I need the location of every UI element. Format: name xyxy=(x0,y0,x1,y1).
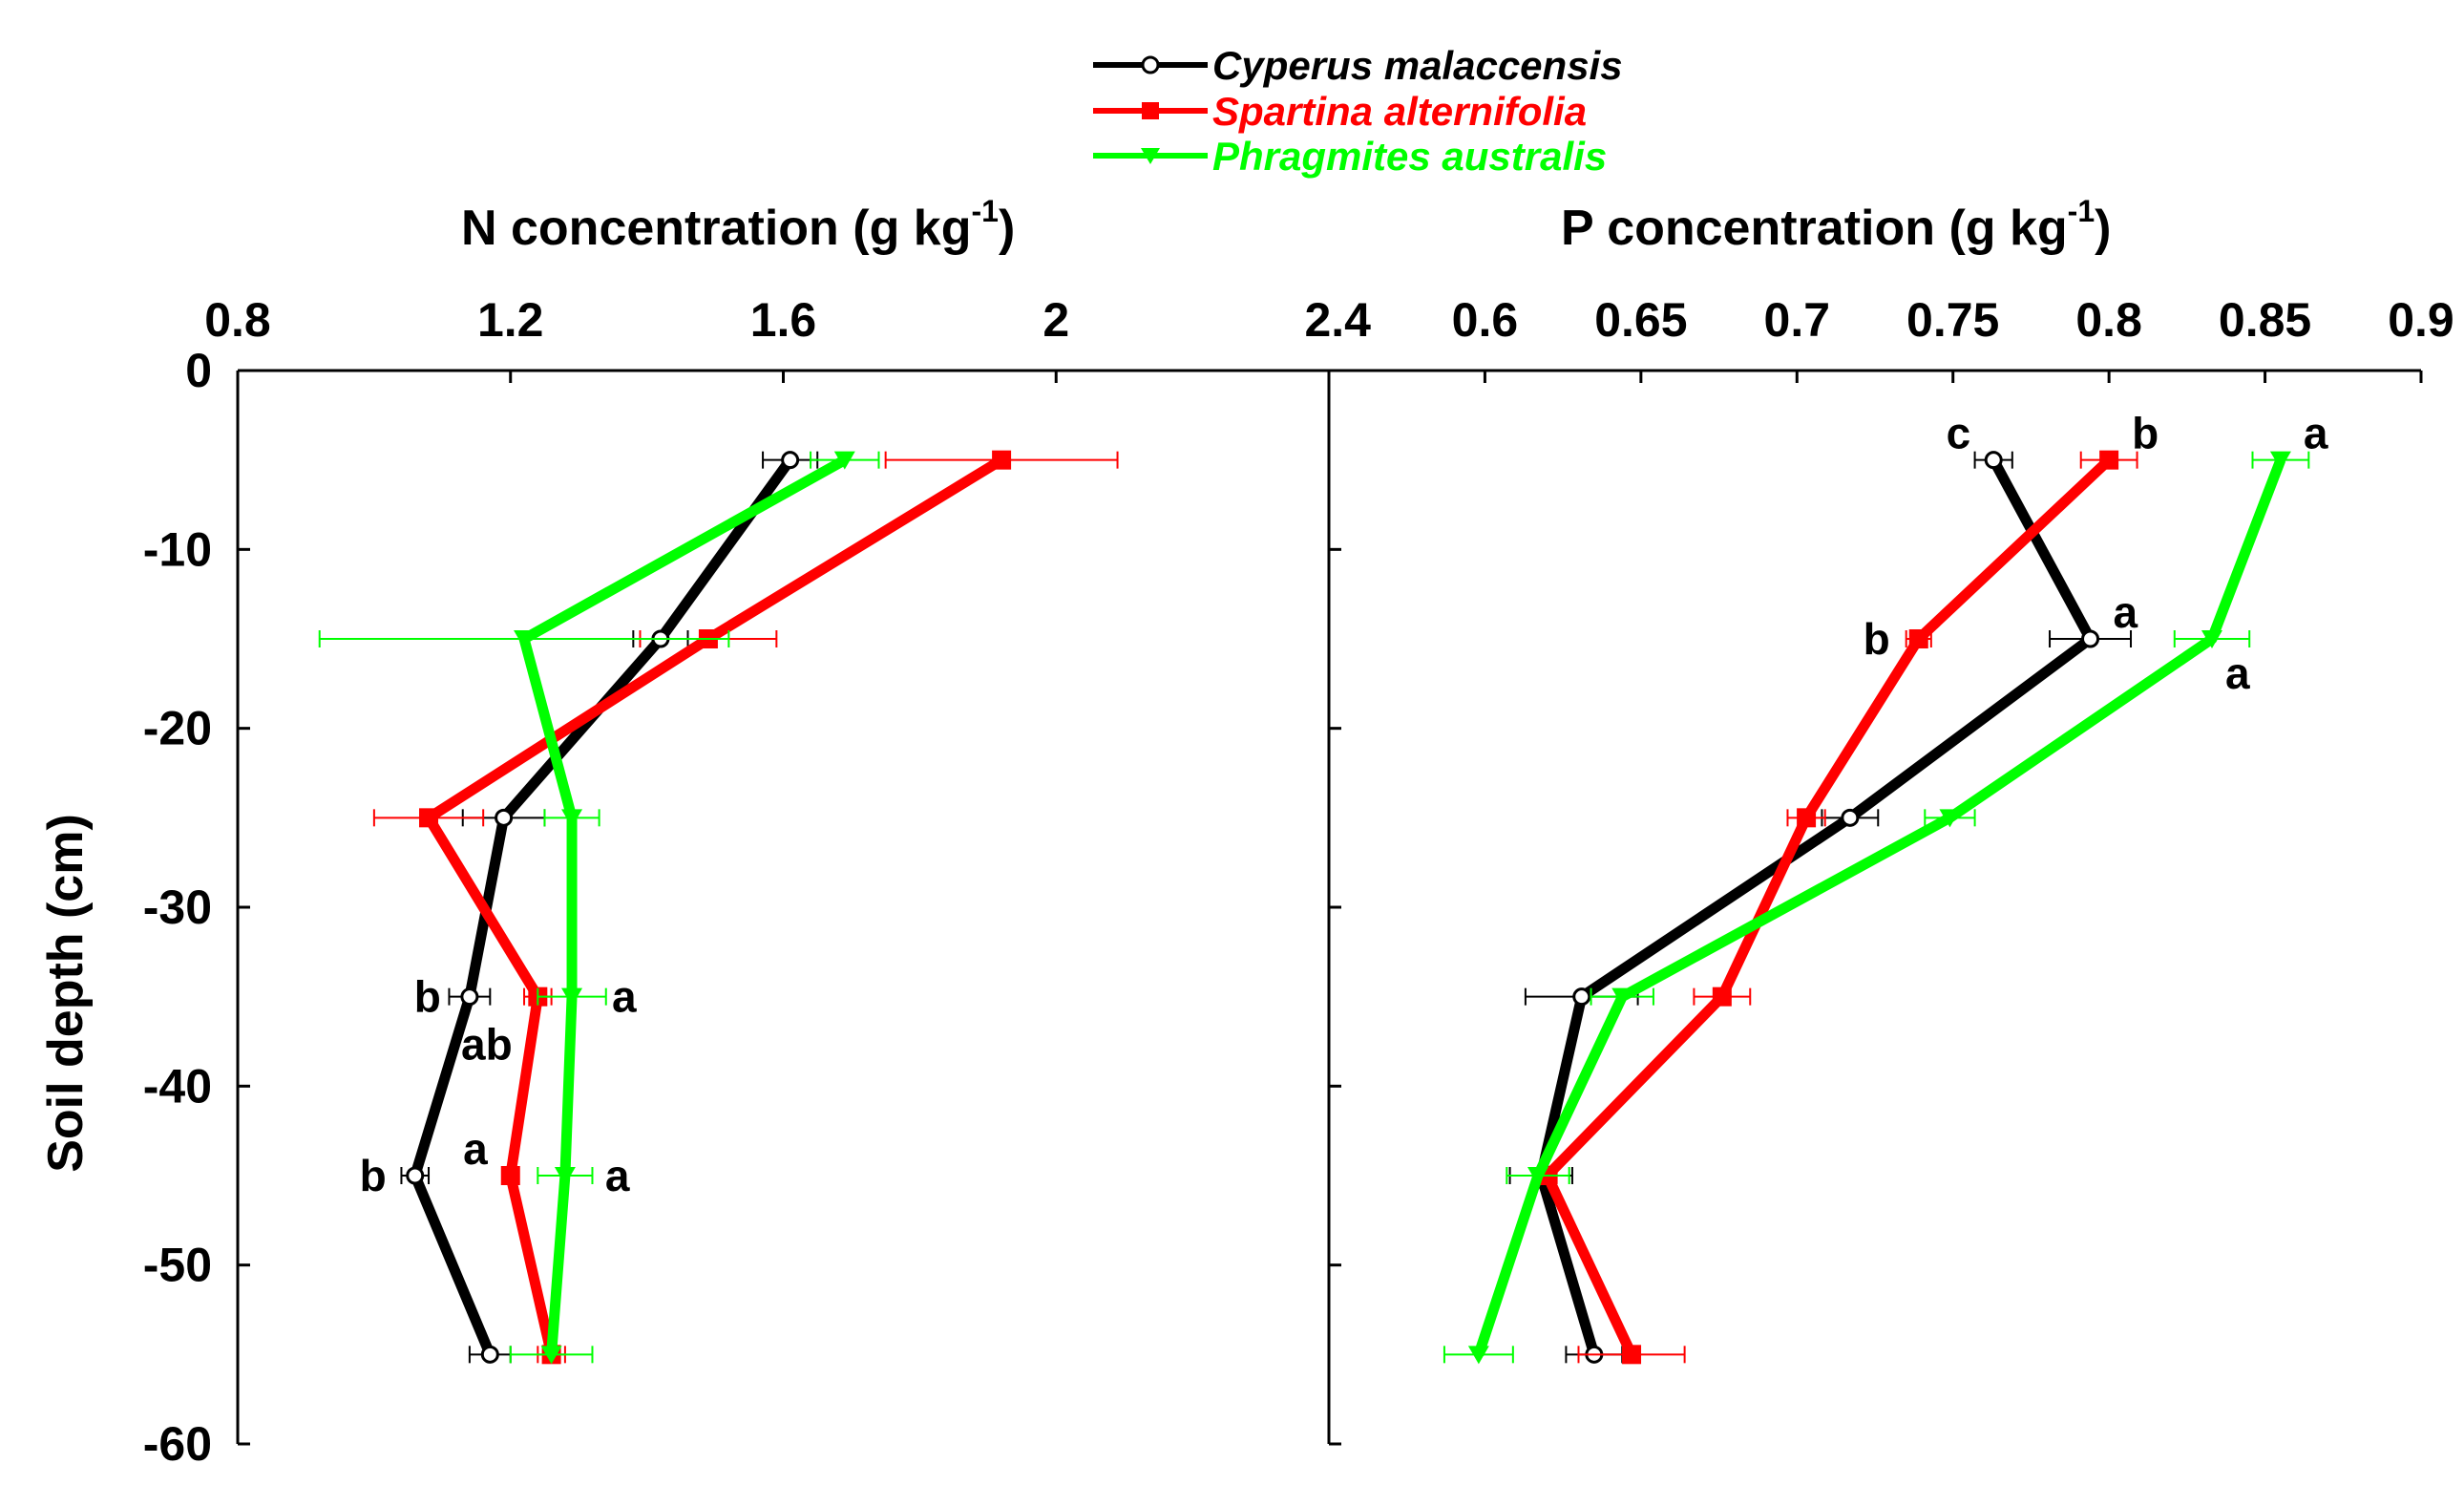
data-point-P-1 xyxy=(1797,808,1817,828)
y-tick-label: -20 xyxy=(143,702,212,755)
significance-label-P: a xyxy=(2114,587,2138,637)
data-point-N-0 xyxy=(460,987,479,1007)
significance-label-N: ab xyxy=(461,1020,513,1070)
data-point-P-0 xyxy=(1572,987,1591,1007)
data-point-N-2 xyxy=(540,1346,562,1365)
legend-marker-cyperus xyxy=(1141,55,1160,74)
data-point-P-2 xyxy=(2269,451,2291,470)
legend-marker-spartina xyxy=(1142,102,1159,119)
data-point-N-1 xyxy=(500,1166,520,1185)
significance-label-P: c xyxy=(1947,409,1971,458)
y-axis-label: Soil depth (cm) xyxy=(38,814,94,1173)
legend-item-cyperus: Cyperus malaccensis xyxy=(1093,43,1623,88)
p-panel-title: P concentration (g kg-1) xyxy=(1561,194,2111,256)
significance-label-N: a xyxy=(463,1124,488,1174)
legend-label-cyperus: Cyperus malaccensis xyxy=(1212,43,1623,88)
significance-label-N: a xyxy=(612,972,637,1022)
data-point-N-2 xyxy=(561,809,583,828)
data-point-P-0 xyxy=(1841,808,1860,827)
x-tick-label-N: 2 xyxy=(1042,293,1069,347)
significance-label-N: a xyxy=(605,1151,630,1200)
data-point-P-2 xyxy=(2201,630,2223,648)
x-tick-label-P: 0.6 xyxy=(1452,293,1519,347)
legend-item-spartina: Spartina alternifolia xyxy=(1093,89,1587,134)
significance-label-N: b xyxy=(360,1151,387,1200)
data-point-P-1 xyxy=(1908,629,1928,648)
significance-label-P: b xyxy=(1864,614,1890,664)
y-tick-label: -60 xyxy=(143,1417,212,1471)
significance-label-N: b xyxy=(414,972,441,1022)
y-tick-label: -50 xyxy=(143,1239,212,1292)
data-point-N-0 xyxy=(406,1166,425,1185)
data-point-N-1 xyxy=(992,450,1012,470)
y-tick-label: -40 xyxy=(143,1059,212,1113)
legend: Cyperus malaccensis Spartina alternifoli… xyxy=(1093,43,1623,179)
data-point-N-2 xyxy=(514,630,536,648)
legend-item-phragmites: Phragmites australis xyxy=(1093,134,1607,179)
data-point-P-2 xyxy=(1527,1167,1548,1185)
x-tick-label-P: 0.8 xyxy=(2075,293,2142,347)
n-panel-title: N concentration (g kg-1) xyxy=(461,194,1015,256)
x-tick-label-N: 1.2 xyxy=(477,293,544,347)
data-point-P-1 xyxy=(2099,450,2119,470)
x-tick-label-N: 2.4 xyxy=(1304,293,1371,347)
data-point-N-0 xyxy=(480,1345,499,1364)
x-tick-label-N: 0.8 xyxy=(204,293,271,347)
legend-label-spartina: Spartina alternifolia xyxy=(1212,89,1587,134)
data-point-P-1 xyxy=(1712,986,1732,1007)
significance-label-P: a xyxy=(2225,648,2250,698)
series-line-P-1 xyxy=(1542,456,2113,1357)
legend-marker-phragmites xyxy=(1141,148,1160,164)
legend-label-phragmites: Phragmites australis xyxy=(1212,134,1607,179)
data-point-N-1 xyxy=(419,808,439,828)
x-tick-label-P: 0.9 xyxy=(2388,293,2454,347)
data-point-N-2 xyxy=(833,451,855,470)
data-point-N-0 xyxy=(495,808,514,827)
data-point-N-0 xyxy=(781,451,800,470)
series-line-N-1 xyxy=(423,455,1004,1356)
series-layer xyxy=(318,450,2310,1365)
data-point-P-2 xyxy=(1939,809,1961,828)
y-tick-label: -30 xyxy=(143,880,212,934)
data-point-N-2 xyxy=(561,987,583,1007)
x-tick-label-P: 0.85 xyxy=(2219,293,2311,347)
x-tick-label-P: 0.7 xyxy=(1764,293,1831,347)
data-point-N-2 xyxy=(554,1167,576,1185)
x-tick-label-P: 0.75 xyxy=(1906,293,1999,347)
x-tick-label-N: 1.6 xyxy=(750,293,817,347)
y-tick-label: -10 xyxy=(143,522,212,576)
significance-label-P: a xyxy=(2304,409,2328,458)
ticks-layer: 0 -10 -20 -30 -40 -50 -60 0.8 1.2 1.6 2 2.4 0.6 0.65 0… xyxy=(143,293,2454,1471)
data-point-P-2 xyxy=(1467,1346,1489,1365)
y-tick-label: 0 xyxy=(185,344,212,397)
significance-label-P: b xyxy=(2132,409,2159,458)
data-point-P-2 xyxy=(1611,987,1633,1007)
data-point-P-0 xyxy=(1984,451,2003,470)
series-line-N-2 xyxy=(518,455,848,1355)
data-point-P-0 xyxy=(2081,629,2100,648)
series-line-P-0 xyxy=(1535,457,2096,1356)
x-tick-label-P: 0.65 xyxy=(1594,293,1687,347)
series-line-P-2 xyxy=(1473,457,2286,1357)
data-point-P-1 xyxy=(1622,1345,1642,1365)
